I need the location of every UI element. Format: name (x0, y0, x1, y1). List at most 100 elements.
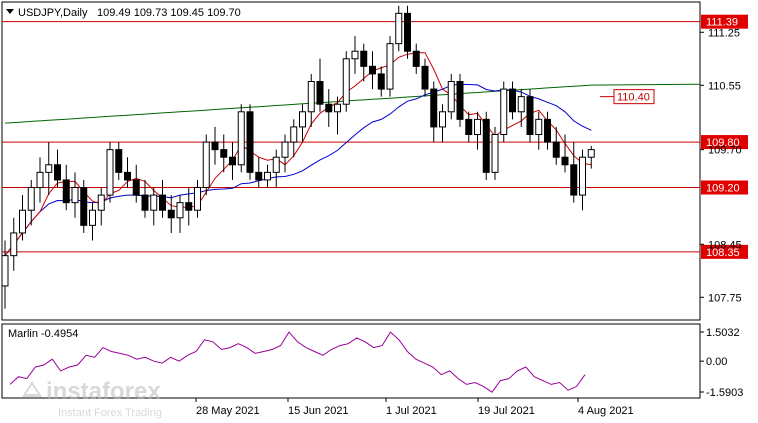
candle-body (264, 171, 271, 181)
candle (421, 58, 429, 97)
date-tick-label: 15 Jun 2021 (288, 405, 349, 417)
candle-body (456, 81, 464, 120)
candle (500, 81, 508, 143)
main-pane-frame (1, 1, 701, 321)
candle (36, 157, 44, 203)
candle (474, 111, 481, 150)
candle-body (132, 179, 140, 196)
candle-body (342, 58, 350, 105)
candle (272, 149, 280, 188)
candle (351, 36, 359, 74)
candle-body (430, 88, 438, 128)
candle-body (412, 50, 420, 67)
target-label: 110.40 (617, 92, 650, 104)
candle (159, 179, 166, 218)
candle (456, 73, 464, 127)
candle (167, 195, 175, 233)
candle (412, 43, 420, 74)
candle-body (167, 209, 175, 219)
symbol-dropdown-icon[interactable] (6, 9, 14, 14)
candle (255, 157, 263, 188)
price-tick-label: 109.70 (708, 145, 742, 157)
candle (334, 96, 341, 135)
candle (106, 142, 114, 203)
level-tag-text-108.35: 108.35 (706, 247, 740, 259)
candle (281, 134, 289, 173)
candle-body (465, 118, 473, 135)
candle (220, 134, 228, 173)
instaforex-logo-icon (22, 381, 42, 397)
candle (526, 89, 534, 143)
candle (369, 51, 376, 90)
candle-body (185, 202, 193, 211)
candle (141, 179, 149, 218)
candle-body (526, 96, 534, 136)
date-tick-label: 1 Jul 2021 (386, 405, 437, 417)
candle (377, 66, 385, 97)
ohlc-label: 109.49 109.73 109.45 109.70 (97, 7, 241, 19)
price-tick-label: 107.75 (708, 292, 742, 304)
candle-body (54, 164, 61, 181)
candle-body (307, 81, 315, 113)
level-tag-109.20 (701, 180, 748, 195)
candle-body (237, 111, 245, 166)
level-tag-text-111.39: 111.39 (706, 17, 738, 29)
candle (447, 73, 455, 120)
candle (491, 126, 499, 180)
candle (211, 126, 219, 165)
level-tag-109.80 (701, 135, 748, 150)
candle (386, 36, 394, 97)
target-box (613, 89, 655, 105)
indicator-tick-label: 1.5032 (706, 327, 740, 339)
candle-body (194, 187, 201, 211)
candle (316, 58, 324, 112)
candle-body (202, 141, 210, 188)
candle-body (106, 149, 114, 196)
candle-body (299, 111, 306, 128)
candle-body (281, 141, 289, 158)
date-tick-label: 4 Aug 2021 (578, 405, 634, 417)
candle (307, 73, 315, 127)
candle (264, 164, 271, 188)
candle-body (62, 179, 70, 204)
candle (290, 119, 298, 158)
candle-body (500, 88, 508, 135)
candle-body (561, 156, 569, 166)
candle (404, 5, 411, 59)
candle (544, 111, 551, 150)
candle-body (579, 156, 586, 196)
candle (570, 142, 578, 203)
candle-body (220, 149, 228, 158)
level-tag-text-109.20: 109.20 (706, 183, 740, 195)
indicator-tick-label: -1.5903 (706, 387, 743, 399)
instaforex-watermark: instaforex Instant Forex Trading (22, 378, 162, 419)
candle (80, 179, 88, 233)
candle-body (395, 12, 403, 45)
candle (150, 187, 158, 226)
candle (299, 104, 306, 143)
candle (482, 111, 490, 180)
candle (237, 104, 245, 173)
candle (395, 5, 403, 52)
candle-body (517, 96, 525, 113)
candle (517, 89, 525, 127)
candle (325, 89, 333, 127)
candle (561, 134, 569, 173)
indicator-tick-label: 0.00 (706, 356, 727, 368)
candle-body (255, 171, 263, 181)
candle-body (447, 81, 455, 113)
candle-body (421, 65, 429, 90)
symbol-label: USDJPY,Daily (18, 7, 88, 19)
candle (89, 202, 96, 241)
candle-body (229, 156, 236, 166)
candle (1, 240, 9, 309)
candle (430, 81, 438, 143)
candle-body (474, 118, 481, 135)
candle-body (570, 164, 578, 196)
candle-body (115, 149, 123, 173)
candle (360, 43, 368, 82)
candle-body (334, 103, 341, 113)
level-tag-111.39 (701, 14, 748, 29)
candle-body (36, 171, 44, 189)
